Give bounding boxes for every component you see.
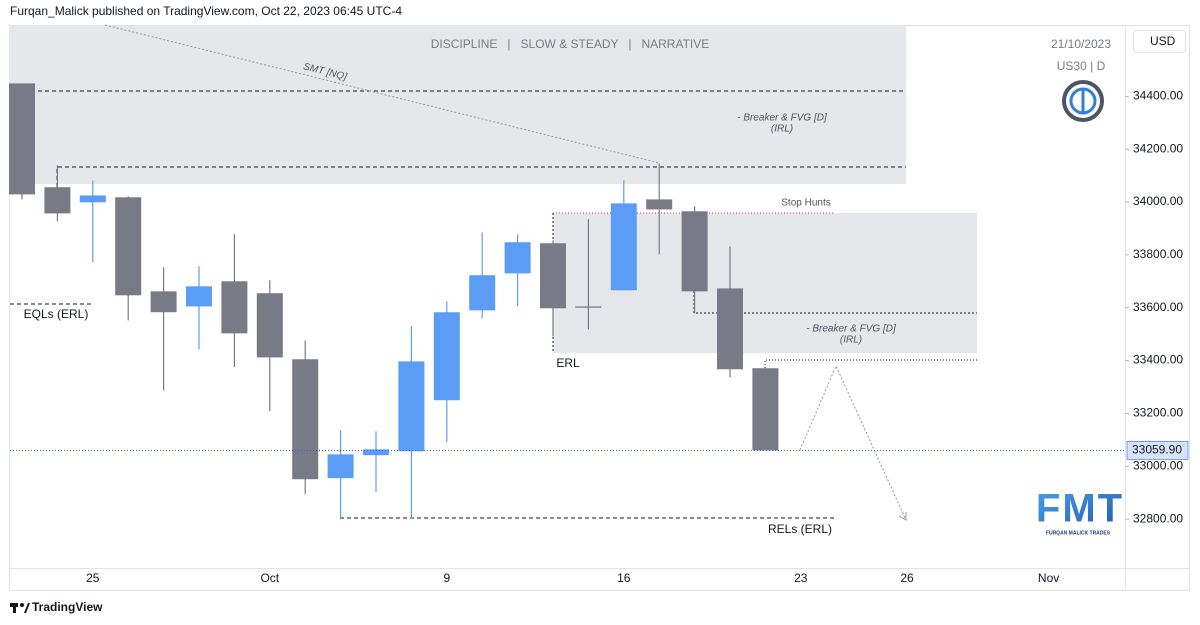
x-tick-label: Nov bbox=[1038, 571, 1059, 585]
y-tick-label: 32800.00 bbox=[1133, 511, 1183, 525]
last-price-label: 33059.90 bbox=[1132, 443, 1182, 457]
x-tick-label: 26 bbox=[900, 571, 914, 585]
candle-body bbox=[327, 454, 354, 479]
candle-body bbox=[646, 199, 673, 210]
annotation: ERL bbox=[556, 356, 580, 370]
projection-path bbox=[799, 364, 907, 521]
y-tick-label: 33400.00 bbox=[1133, 353, 1183, 367]
annotation: - Breaker & FVG [D] bbox=[806, 324, 896, 335]
candle-body bbox=[504, 242, 531, 274]
annotation: Stop Hunts bbox=[781, 198, 830, 209]
logo-title: FMT bbox=[1036, 487, 1124, 531]
candle-body bbox=[469, 275, 496, 311]
currency: USD bbox=[1150, 34, 1176, 48]
x-tick-label: 16 bbox=[617, 571, 631, 585]
x-tick-label: Oct bbox=[260, 571, 279, 585]
currency-box[interactable] bbox=[1133, 30, 1186, 53]
y-tick-label: 33200.00 bbox=[1133, 406, 1183, 420]
candle-body bbox=[150, 291, 177, 313]
footer-icon bbox=[10, 603, 30, 613]
x-tick-label: 25 bbox=[86, 571, 100, 585]
header: Furqan_Malick published on TradingView.c… bbox=[10, 4, 402, 18]
candle-body bbox=[363, 449, 389, 456]
y-tick-label: 33600.00 bbox=[1133, 300, 1183, 314]
candle-body bbox=[717, 288, 743, 370]
candle-body bbox=[540, 243, 566, 309]
banner: DISCIPLINE | SLOW & STEADY | NARRATIVE bbox=[431, 37, 710, 51]
x-tick-label: 23 bbox=[794, 571, 808, 585]
y-tick-label: 33000.00 bbox=[1133, 458, 1183, 472]
annotation: - Breaker & FVG [D] bbox=[737, 113, 827, 124]
annotation: (IRL) bbox=[840, 335, 862, 346]
frame bbox=[9, 25, 1190, 591]
candle-body bbox=[221, 281, 248, 334]
annotation: EQLs (ERL) bbox=[24, 307, 89, 321]
candle-body bbox=[186, 286, 212, 307]
candle-body bbox=[44, 187, 71, 214]
y-tick-label: 34200.00 bbox=[1133, 141, 1183, 155]
symbol: US30 | D bbox=[1057, 59, 1106, 73]
candle-body bbox=[9, 83, 35, 195]
candle-body bbox=[681, 211, 708, 292]
candle-body bbox=[292, 359, 319, 480]
candle-body bbox=[752, 368, 779, 451]
candle-body bbox=[433, 312, 460, 401]
footer: TradingView bbox=[32, 600, 103, 614]
y-tick-label: 33800.00 bbox=[1133, 247, 1183, 261]
y-tick-label: 34000.00 bbox=[1133, 194, 1183, 208]
logo-subtitle: FURQAN MALICK TRADES bbox=[1046, 530, 1111, 536]
candle-body bbox=[256, 293, 283, 358]
candle-body bbox=[610, 203, 637, 291]
candle-body bbox=[79, 195, 106, 203]
smt-line bbox=[104, 24, 660, 164]
x-tick-label: 9 bbox=[443, 571, 450, 585]
date: 21/10/2023 bbox=[1051, 37, 1111, 51]
annotation: (IRL) bbox=[771, 124, 793, 135]
y-tick-label: 34400.00 bbox=[1133, 89, 1183, 103]
zone-box bbox=[10, 26, 906, 184]
last-price-box bbox=[1126, 441, 1189, 460]
annotation: RELs (ERL) bbox=[768, 522, 832, 536]
brand-icon bbox=[1062, 80, 1104, 122]
candle-body bbox=[398, 361, 425, 452]
candle-body bbox=[575, 306, 602, 308]
candle-body bbox=[115, 197, 142, 296]
projection-arrow bbox=[898, 512, 907, 521]
